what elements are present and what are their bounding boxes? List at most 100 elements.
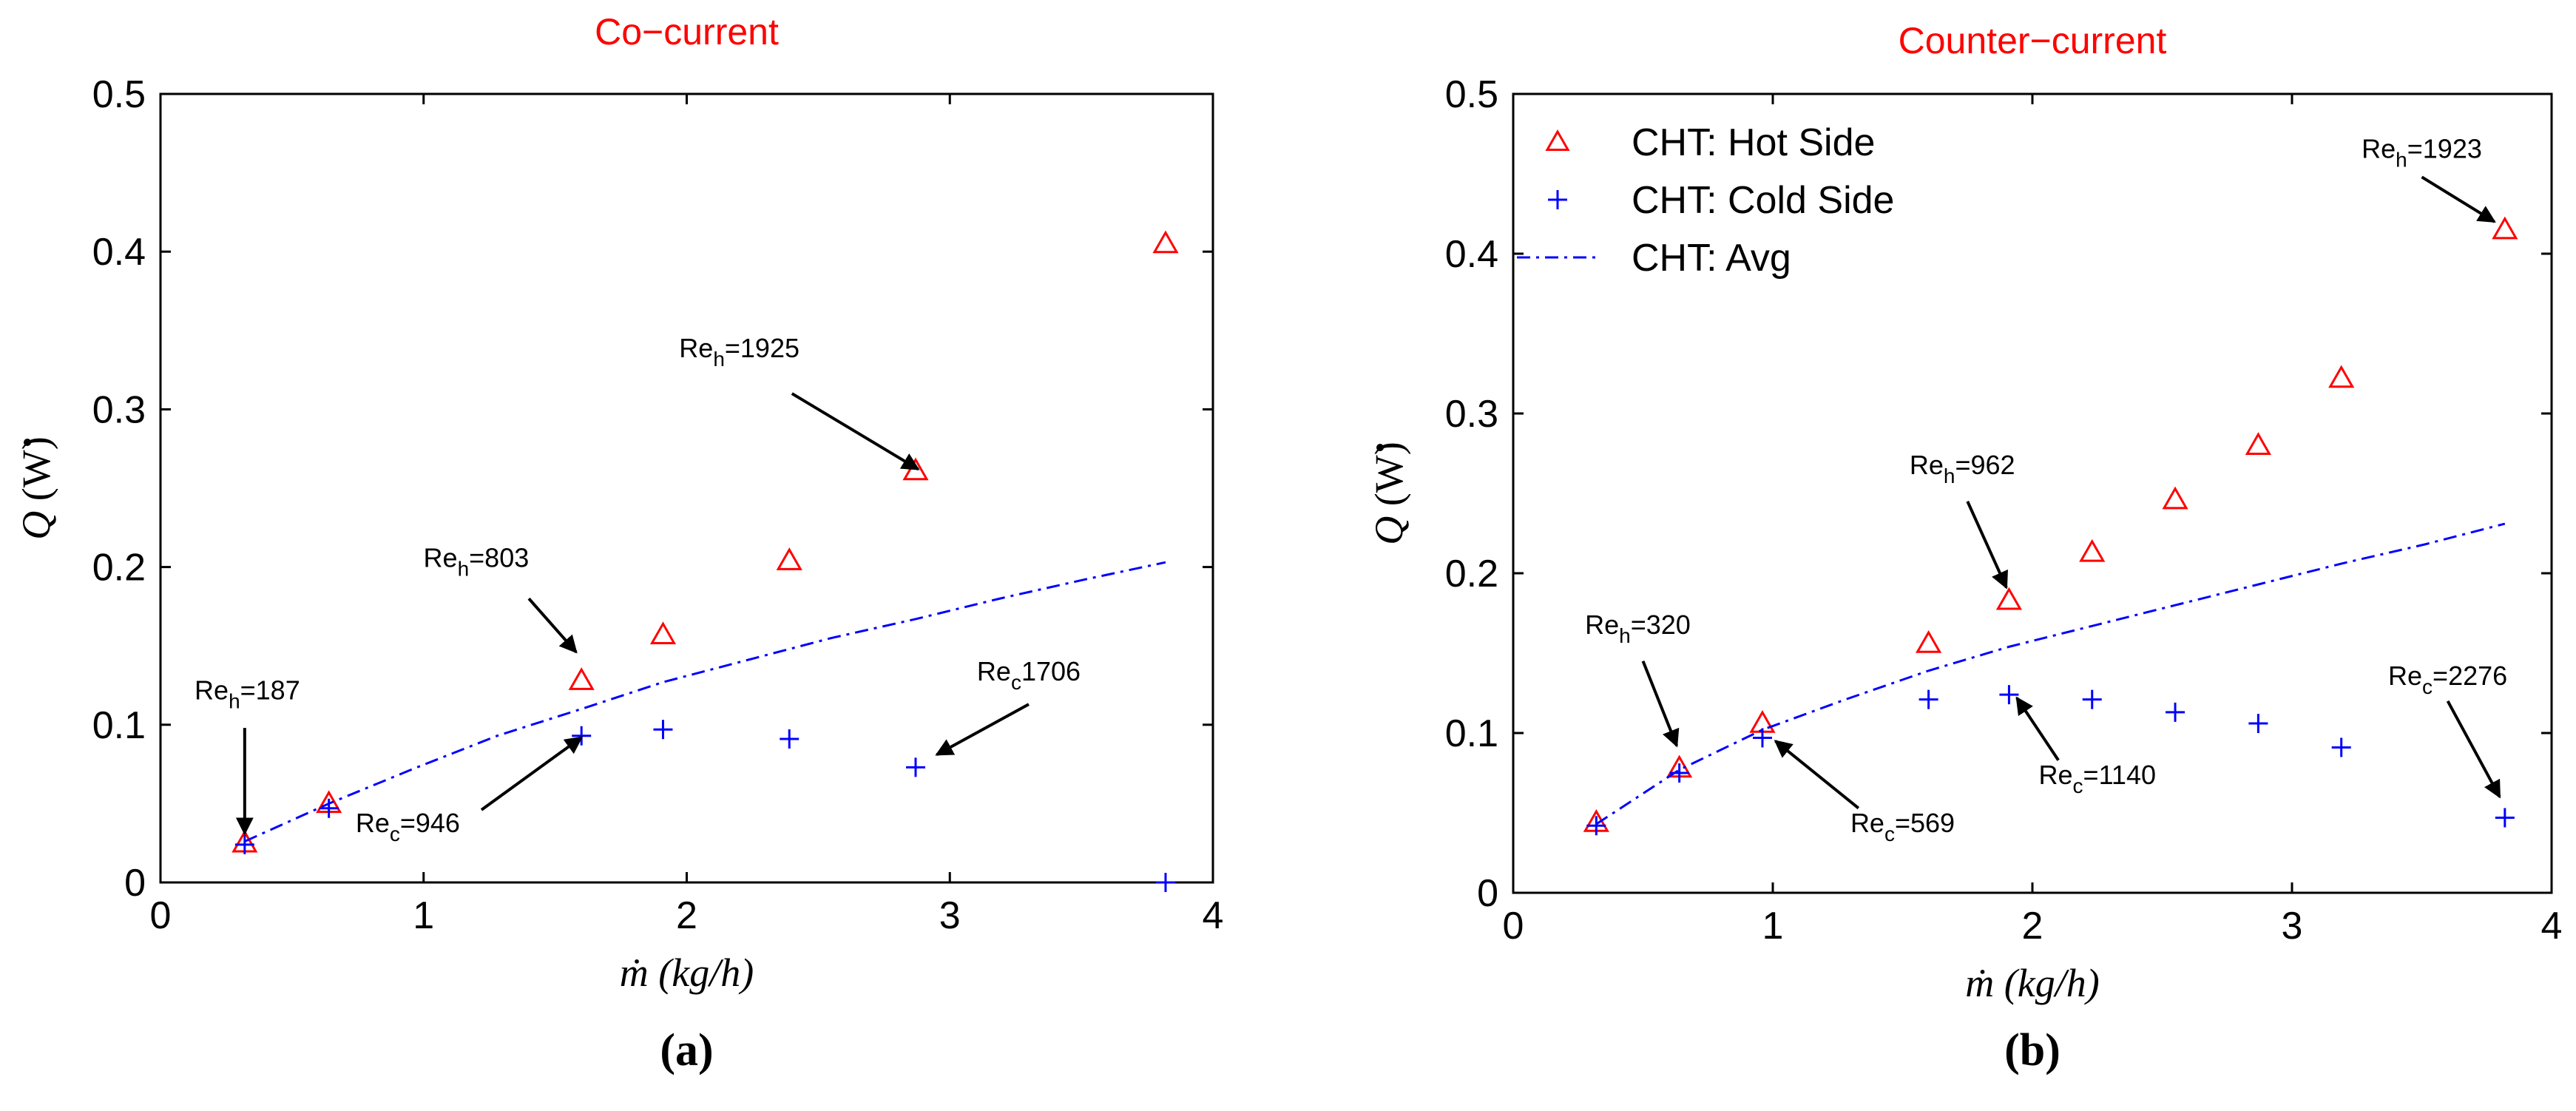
annotation-label: Reh=1925	[679, 333, 799, 371]
x-tick-label: 4	[1203, 894, 1224, 937]
x-tick-label: 1	[1762, 905, 1784, 948]
chart-title: Counter−current	[1899, 20, 2167, 61]
annotation-value: =187	[240, 675, 300, 706]
annotation-base: Re	[195, 675, 229, 706]
cold-side-point	[1586, 816, 1606, 836]
x-axis-label: ṁ (kg/h)	[1965, 961, 2099, 1005]
cold-side-point	[319, 798, 339, 818]
hot-side-point	[568, 667, 595, 690]
annotation-value: =2276	[2433, 661, 2507, 691]
annotation-base: Re	[679, 333, 713, 363]
x-tick-label: 3	[939, 894, 961, 937]
cold-side-point	[653, 720, 673, 740]
x-tick-label: 1	[413, 894, 434, 937]
annotation: Rec=2276	[2388, 661, 2507, 799]
y-axis-label: Q (W)	[1367, 442, 1411, 544]
cold-side-point	[2248, 714, 2268, 734]
x-axis-label-symbol: ṁ	[1965, 961, 1994, 1005]
x-axis-label: ṁ (kg/h)	[620, 950, 754, 995]
x-tick-label: 3	[2282, 905, 2303, 948]
series-plus	[234, 720, 1175, 892]
y-tick-label: 0.3	[92, 388, 146, 431]
annotation-sub: h	[1619, 624, 1631, 647]
annotation-arrow	[2421, 175, 2496, 223]
cold-side-point	[1752, 728, 1772, 748]
series-dashdot	[244, 561, 1166, 842]
cold-side-point	[780, 729, 799, 749]
annotation-arrow	[791, 392, 920, 471]
legend-label: CHT: Cold Side	[1632, 179, 1894, 222]
chart-panel-a: Co−current 0 1 2 3 4 0 0.1 0.2 0.3 0.4 0.5 ṁ (kg/h) Q…	[14, 11, 1223, 1075]
annotation-label: Reh=962	[1910, 450, 2015, 487]
annotation: Reh=1925	[679, 333, 920, 471]
annotation-sub: h	[1944, 465, 1955, 487]
annotation-arrow	[1641, 661, 1680, 748]
y-tick-label: 0	[1477, 872, 1498, 915]
y-tick-label: 0.1	[92, 704, 146, 747]
y-tick-label: 0	[124, 862, 146, 905]
y-axis-label: Q (W)	[14, 436, 58, 539]
y-axis-label-dot	[24, 439, 31, 446]
annotation: Rec=946	[356, 736, 584, 845]
avg-line	[1595, 522, 2506, 825]
annotation-base: Re	[1850, 808, 1884, 838]
hot-side-point	[649, 621, 677, 645]
hot-side-point	[2328, 365, 2355, 388]
legend-label: CHT: Avg	[1632, 237, 1791, 280]
hot-side-point	[2492, 216, 2518, 240]
cold-side-point	[1155, 873, 1175, 892]
series-plus	[1586, 685, 2515, 836]
annotation-value: =320	[1631, 609, 1691, 640]
hot-side-point	[1152, 230, 1179, 254]
cold-side-point	[1999, 685, 2019, 705]
subcaption: (a)	[660, 1025, 713, 1075]
annotation-arrow	[1966, 500, 2008, 590]
cold-side-point	[906, 757, 926, 777]
annotation-label: Rec=1140	[2039, 760, 2156, 797]
annotation: Reh=962	[1910, 450, 2015, 590]
annotation-label: Rec=569	[1850, 808, 1955, 845]
annotation-value: 1706	[1021, 656, 1081, 686]
annotation-sub: h	[713, 348, 725, 371]
annotation-sub: c	[1884, 823, 1895, 845]
series-triangle	[1583, 216, 2518, 832]
x-axis-label-symbol: ṁ	[620, 950, 649, 995]
y-axis-label-dot	[1376, 444, 1384, 451]
annotation-value: =962	[1955, 450, 2015, 480]
cold-side-point	[1919, 689, 1938, 709]
y-tick-label: 0.4	[1445, 233, 1498, 276]
annotation-value: =803	[469, 543, 529, 573]
y-axis-label-symbol: Q	[1367, 516, 1411, 545]
series-dashdot	[1595, 522, 2506, 825]
x-axis-label-unit: (kg/h)	[1994, 961, 2099, 1005]
x-tick-label: 4	[2541, 905, 2563, 948]
legend: CHT: Hot Side CHT: Cold Side CHT: Avg	[1517, 121, 1894, 280]
annotation-value: =569	[1895, 808, 1955, 838]
chart-title: Co−current	[595, 11, 779, 53]
hot-side-point	[2079, 538, 2106, 562]
chart-panel-b: Counter−current 0 1 2 3 4 0 0.1 0.2 0.3 0.4 0.5 ṁ (k…	[1367, 20, 2562, 1075]
x-tick-label: 0	[1503, 905, 1524, 948]
legend-label: CHT: Hot Side	[1632, 121, 1875, 164]
annotation-sub: c	[1011, 671, 1021, 694]
y-axis-label-unit: (W)	[1367, 442, 1411, 516]
annotation-arrow	[935, 703, 1030, 757]
avg-line	[244, 561, 1166, 842]
x-tick-label: 2	[2022, 905, 2043, 948]
annotation-base: Re	[2388, 661, 2422, 691]
annotation: Reh=187	[195, 675, 300, 836]
y-tick-label: 0.2	[1445, 553, 1498, 595]
x-tick-label: 0	[150, 894, 172, 937]
annotation-arrow	[1774, 740, 1860, 810]
hot-side-point	[776, 547, 802, 570]
annotation-label: Rec=946	[356, 808, 460, 845]
annotation: Rec=569	[1774, 740, 1955, 845]
annotation: Reh=320	[1585, 609, 1691, 748]
annotation-sub: c	[390, 823, 400, 845]
annotation-base: Re	[424, 543, 458, 573]
annotation: Reh=1923	[2362, 133, 2496, 223]
annotation-value: =1925	[725, 333, 799, 363]
cold-side-point	[2495, 808, 2515, 828]
